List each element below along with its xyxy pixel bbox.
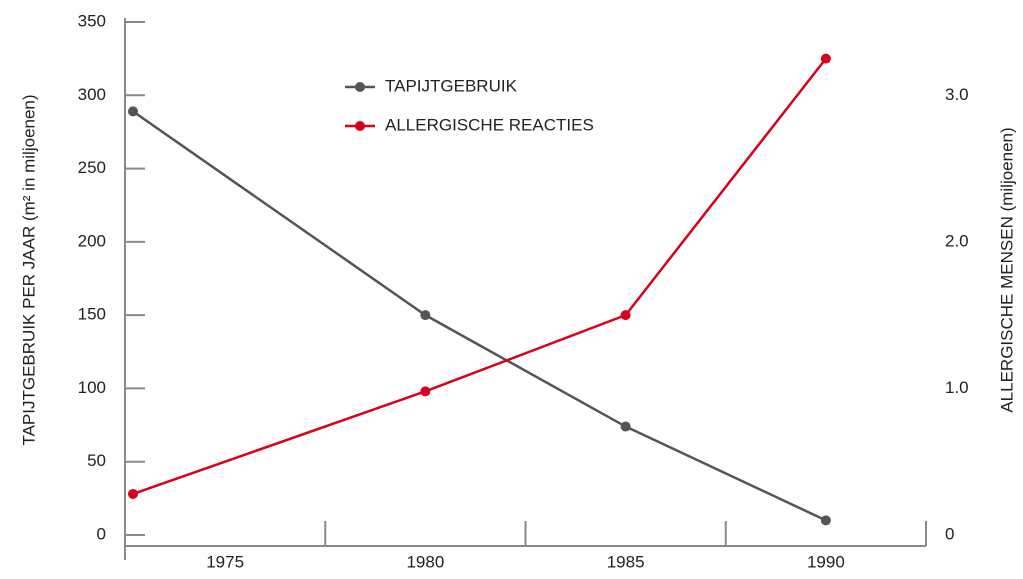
y2-tick-label: 2.0	[945, 231, 969, 250]
point	[128, 106, 139, 117]
point	[820, 515, 831, 526]
x-tick-label: 1980	[406, 552, 444, 571]
y-tick-label: 150	[78, 305, 106, 324]
point	[820, 53, 831, 64]
legend-label: ALLERGISCHE REACTIES	[385, 115, 594, 134]
x-tick-label: 1975	[206, 552, 244, 571]
x-tick-label: 1985	[607, 552, 645, 571]
point	[420, 386, 431, 397]
y2-tick-label: 3.0	[945, 85, 969, 104]
y-axis-label: TAPIJTGEBRUIK PER JAAR (m² in miljoenen)	[19, 94, 38, 445]
point	[620, 421, 631, 432]
y-tick-label: 0	[97, 524, 106, 543]
legend-marker	[355, 82, 365, 92]
legend-marker	[355, 121, 365, 131]
y-tick-label: 50	[87, 451, 106, 470]
y2-tick-label: 1.0	[945, 378, 969, 397]
y-tick-label: 350	[78, 11, 106, 30]
y2-axis-label: ALLERGISCHE MENSEN (miljoenen)	[997, 127, 1016, 412]
y2-tick-label: 0	[945, 524, 954, 543]
point	[420, 310, 431, 321]
point	[620, 310, 631, 321]
y-tick-label: 100	[78, 378, 106, 397]
y-tick-label: 200	[78, 231, 106, 250]
y-tick-label: 250	[78, 158, 106, 177]
x-tick-label: 1990	[807, 552, 845, 571]
y-tick-label: 300	[78, 85, 106, 104]
line	[132, 57, 827, 496]
point	[128, 488, 139, 499]
line	[132, 110, 827, 522]
legend-label: TAPIJTGEBRUIK	[385, 76, 518, 95]
